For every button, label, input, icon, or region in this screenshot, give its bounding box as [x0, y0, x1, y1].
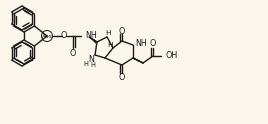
- Text: H: H: [84, 61, 88, 67]
- Polygon shape: [89, 37, 96, 44]
- Text: H: H: [105, 30, 111, 36]
- Text: H: H: [91, 62, 95, 68]
- Text: Abs: Abs: [42, 33, 53, 38]
- Text: O: O: [70, 48, 76, 58]
- Text: NH: NH: [85, 31, 97, 40]
- Text: OH: OH: [166, 51, 178, 61]
- Text: H: H: [107, 42, 113, 48]
- Text: O: O: [150, 40, 156, 48]
- Text: NH: NH: [135, 38, 147, 47]
- Text: N: N: [88, 56, 94, 64]
- Text: O: O: [119, 73, 125, 81]
- Text: O: O: [119, 28, 125, 36]
- Text: O: O: [61, 31, 67, 41]
